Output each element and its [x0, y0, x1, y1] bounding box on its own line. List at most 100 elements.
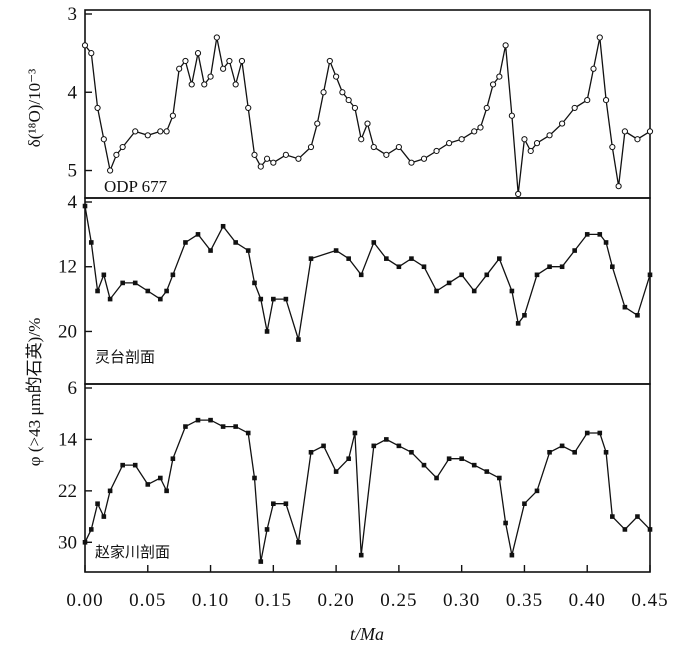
data-point	[257, 163, 264, 170]
data-point	[603, 240, 609, 245]
data-point	[409, 449, 414, 455]
data-point	[264, 329, 270, 334]
data-point	[258, 559, 264, 564]
x-tick-label: 0.05	[129, 590, 166, 611]
panel-label-zhaojiachuan: 赵家川剖面	[95, 543, 170, 561]
data-point	[232, 81, 239, 88]
data-point	[213, 34, 220, 41]
data-point	[208, 417, 213, 423]
data-point	[471, 128, 478, 135]
data-point	[396, 443, 402, 449]
data-point	[201, 81, 208, 88]
data-point	[120, 462, 125, 468]
data-point	[621, 128, 628, 135]
data-point	[245, 430, 251, 436]
data-point	[409, 256, 414, 261]
data-point	[271, 501, 276, 507]
data-point	[132, 128, 139, 135]
data-point	[164, 488, 169, 494]
y-tick-label: 4	[68, 82, 78, 103]
data-point	[446, 140, 453, 147]
data-point	[622, 527, 628, 532]
data-point	[603, 449, 609, 455]
data-point	[163, 128, 170, 135]
data-point	[95, 501, 100, 507]
data-point	[220, 223, 226, 229]
data-point	[622, 304, 628, 310]
data-point	[597, 430, 603, 436]
data-point	[132, 462, 138, 468]
data-point	[527, 147, 534, 155]
data-point	[145, 288, 151, 294]
data-point	[169, 112, 176, 119]
data-point	[263, 155, 271, 162]
data-point	[164, 288, 169, 294]
data-point	[238, 57, 246, 65]
data-point	[107, 488, 113, 494]
data-point	[571, 104, 578, 112]
data-point	[183, 240, 188, 245]
data-point	[339, 89, 346, 96]
series-lingtai	[82, 201, 653, 342]
data-point	[483, 104, 490, 112]
data-point	[157, 128, 164, 135]
y-tick-label: 30	[58, 532, 77, 553]
data-point	[245, 104, 252, 112]
data-point	[509, 288, 515, 294]
data-point	[233, 424, 238, 429]
data-point	[584, 96, 591, 104]
data-point	[101, 514, 107, 519]
data-point	[421, 264, 427, 270]
x-tick-label: 0.30	[443, 590, 480, 611]
data-point	[270, 159, 277, 166]
data-point	[101, 272, 107, 278]
data-point	[132, 280, 138, 286]
series-odp677	[81, 13, 654, 198]
series-zhaojiachuan	[82, 387, 653, 564]
data-point	[158, 296, 163, 302]
data-point	[308, 256, 314, 261]
data-point	[597, 232, 603, 237]
data-point	[371, 443, 377, 449]
data-point	[396, 264, 402, 270]
panel-label-odp677: ODP 677	[104, 177, 168, 196]
y-tick-label: 12	[58, 257, 77, 278]
data-point	[252, 475, 257, 481]
data-point	[559, 120, 566, 127]
data-point	[408, 159, 415, 166]
data-point	[420, 155, 428, 162]
data-point	[635, 312, 640, 318]
data-point	[220, 424, 226, 429]
data-point	[497, 256, 502, 261]
data-point	[383, 151, 390, 158]
data-point	[502, 42, 509, 49]
data-point	[258, 296, 264, 302]
data-point	[208, 248, 213, 253]
data-point	[521, 136, 528, 143]
y-tick-label: 6	[68, 378, 78, 399]
data-point	[384, 256, 389, 261]
data-point	[635, 514, 640, 519]
data-point	[352, 430, 358, 436]
data-point	[346, 456, 351, 462]
data-point	[170, 456, 176, 462]
y-tick-label: 14	[58, 429, 78, 450]
data-point	[183, 424, 188, 429]
data-point	[371, 240, 377, 245]
data-point	[534, 488, 540, 494]
data-point	[559, 264, 565, 270]
data-point	[320, 89, 327, 96]
y-tick-labels: 3 4 5 4 12 20 6 14 22 30	[58, 4, 78, 553]
data-point	[615, 183, 622, 190]
data-point	[207, 73, 214, 80]
data-point	[182, 57, 189, 65]
data-point	[477, 124, 484, 131]
panel-frame-middle	[84, 197, 651, 385]
data-point	[220, 65, 227, 72]
data-point	[533, 140, 541, 147]
y-tick-label: 20	[58, 321, 77, 342]
data-point	[547, 264, 552, 270]
data-point	[283, 501, 289, 507]
data-point	[251, 151, 258, 158]
